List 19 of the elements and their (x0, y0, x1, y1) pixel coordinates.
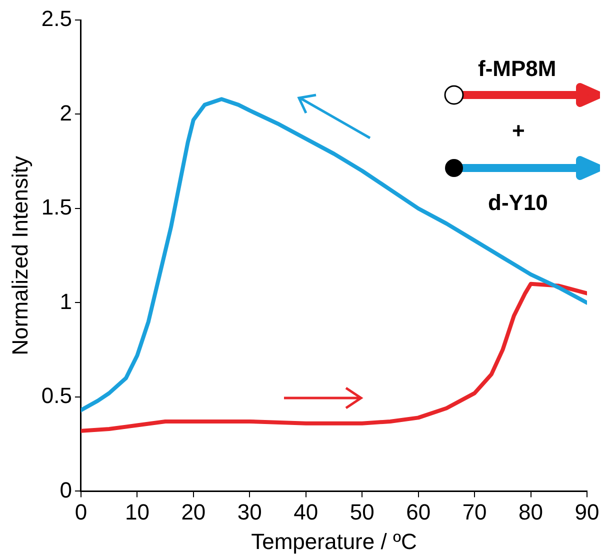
x-tick-label: 70 (462, 499, 487, 524)
y-tick-label: 0 (60, 477, 72, 502)
y-tick-label: 2.5 (41, 6, 72, 32)
x-tick-label: 30 (237, 499, 262, 524)
annotation: + (512, 118, 525, 144)
y-tick-label: 0.5 (41, 383, 72, 408)
y-tick-label: 1.5 (41, 194, 72, 220)
x-tick-label: 10 (124, 499, 150, 524)
y-tick-label: 1 (60, 288, 72, 314)
x-tick-label: 20 (181, 499, 206, 524)
x-tick-label: 40 (294, 499, 318, 524)
y-axis-title: Normalized Intensity (7, 156, 32, 356)
annotation: d-Y10 (488, 190, 548, 216)
y-tick-label: 2 (60, 100, 72, 126)
x-tick-label: 60 (406, 499, 431, 524)
x-tick-label: 90 (574, 499, 600, 524)
x-tick-label: 80 (518, 499, 544, 524)
x-axis-title: Temperature / ºC (251, 528, 417, 554)
x-tick-label: 50 (350, 499, 374, 524)
